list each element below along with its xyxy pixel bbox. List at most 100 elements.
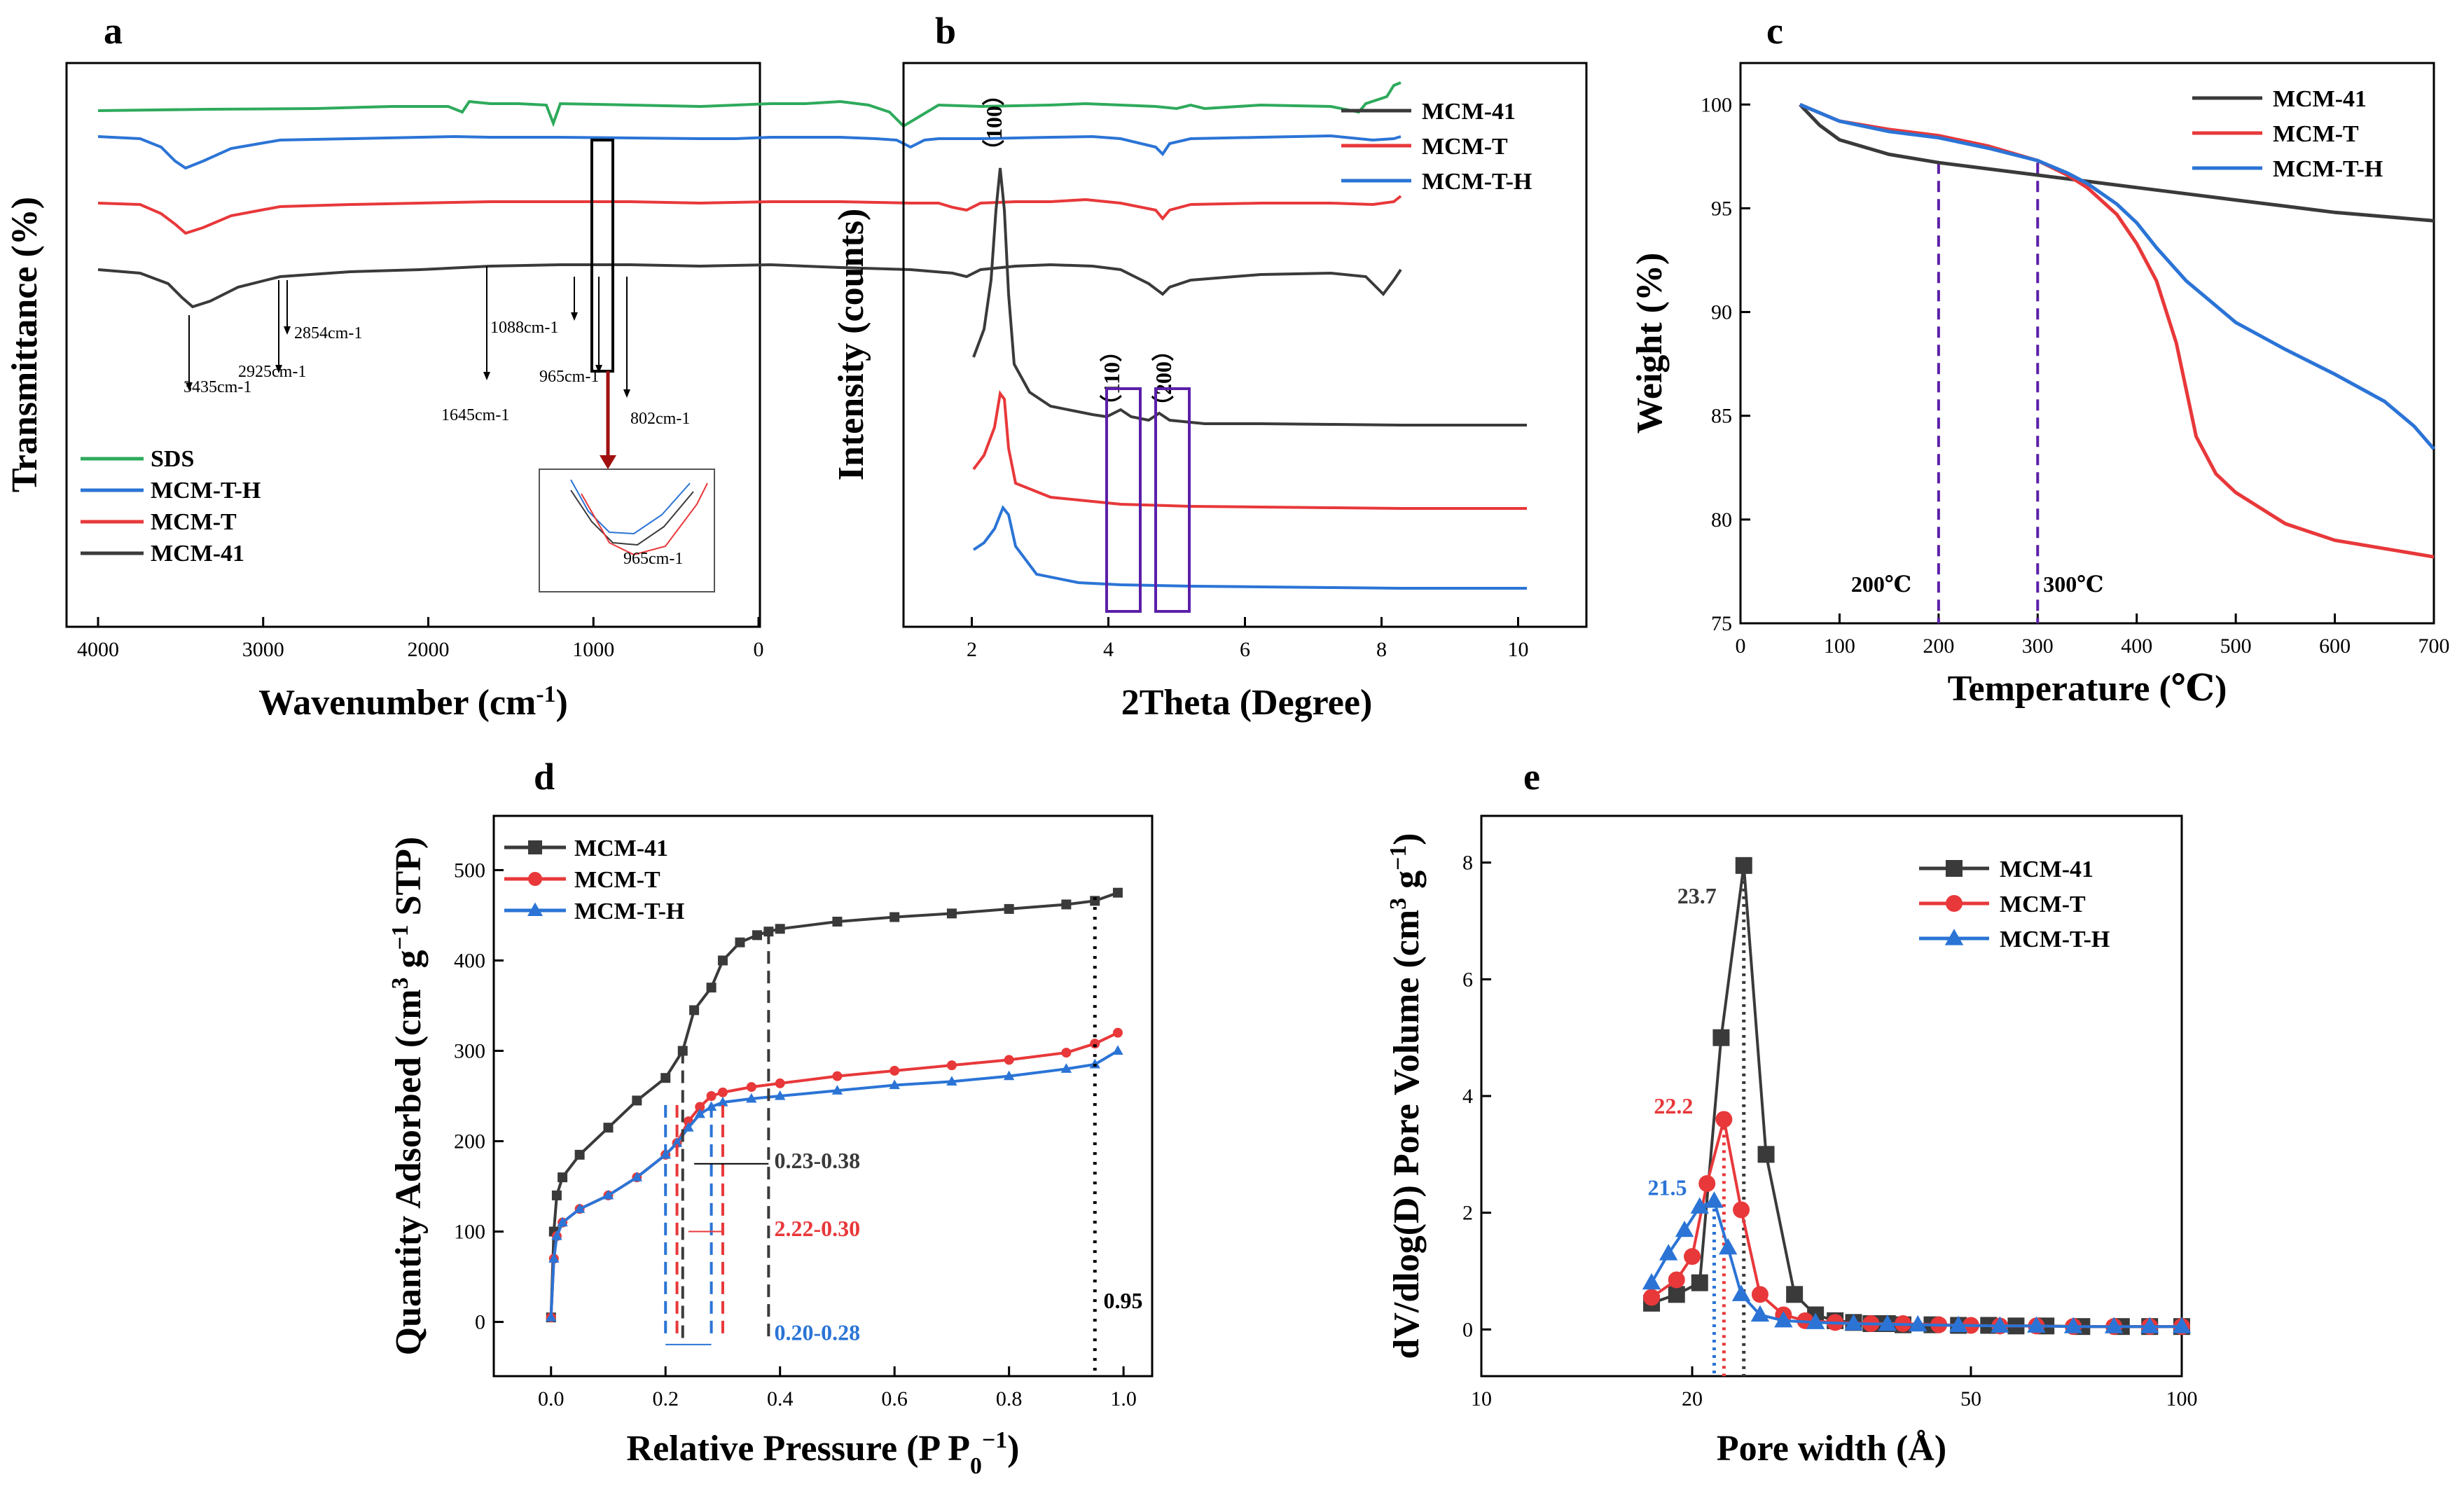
- panel-d-series-marker: [1112, 1045, 1123, 1055]
- panel-d-label: d: [534, 756, 555, 798]
- panel-b-y-axis-title: Intensity (counts): [831, 209, 871, 481]
- panel-d-series-marker: [890, 912, 900, 922]
- panel-d-y-tick-label: 200: [454, 1130, 485, 1153]
- panel-d: d: [492, 756, 1154, 1378]
- panel-d-series-marker: [746, 1093, 757, 1103]
- panel-e-legend-marker: [1946, 860, 1963, 877]
- panel-c-x-tick-label: 500: [2220, 634, 2252, 658]
- ftir-sds-line: [97, 81, 1401, 128]
- panel-e-peak-label-mcm-t-h: 21.5: [1647, 1175, 1687, 1200]
- panel-d-y-tick-label: 500: [454, 859, 485, 882]
- panel-e-x-tick-label: 20: [1682, 1387, 1703, 1410]
- panel-c-x-tick-label: 700: [2418, 634, 2450, 658]
- ftir-mcm-t-h-line: [97, 134, 1401, 170]
- panel-a-legend-label: SDS: [151, 446, 194, 472]
- panel-b-x-axis-title: 2Theta (Degree): [1121, 683, 1373, 723]
- panel-e-x-tick-label: 100: [2166, 1387, 2198, 1410]
- panel-d-y-tick-label: 400: [454, 949, 485, 972]
- panel-e-series-marker: [1786, 1286, 1804, 1303]
- panel-e-series-marker: [1675, 1220, 1694, 1237]
- panel-d-series-marker: [671, 1137, 683, 1147]
- panel-e-peak-label-mcm-41: 23.7: [1677, 883, 1717, 908]
- panel-e-series-marker: [1642, 1272, 1661, 1290]
- panel-e-series-marker: [1774, 1311, 1793, 1328]
- panel-d-legend-label: MCM-T-H: [574, 899, 684, 924]
- panel-b-x-tick-label: 4: [1103, 638, 1114, 661]
- panel-d-series-marker: [889, 1079, 900, 1090]
- panel-a-x-tick-label: 4000: [77, 638, 119, 661]
- panel-d-series-marker: [746, 1082, 756, 1093]
- panel-a-annotation-label: 1088cm-1: [490, 319, 558, 337]
- panel-e-series-marker: [1844, 1314, 1863, 1331]
- panel-e-series-mcm-t-line: [1650, 1118, 2182, 1329]
- panel-e-series-marker: [1705, 1191, 1724, 1208]
- panel-d-series-marker: [1061, 1048, 1072, 1058]
- panel-e-series-mcm-t-h-line: [1650, 1199, 2182, 1329]
- panel-c-frame: [1739, 62, 2435, 625]
- panel-e-series-marker: [2063, 1317, 2083, 1333]
- panel-c-x-tick-label: 200: [1923, 634, 1954, 658]
- panel-e-series-marker: [1668, 1271, 1685, 1289]
- panel-d-series-marker: [706, 1091, 717, 1101]
- panel-c-y-tick-label: 85: [1711, 405, 1732, 428]
- panel-c-x-tick-label: 0: [1736, 634, 1746, 658]
- panel-d-series-marker: [717, 955, 728, 966]
- panel-e-x-tick-label: 50: [1960, 1387, 1981, 1410]
- panel-e-series-marker: [1733, 1201, 1750, 1219]
- panel-e-legend-label: MCM-T-H: [2000, 927, 2110, 952]
- ftir-mcm-41-line: [97, 263, 1402, 309]
- panel-d-y-tick-label: 300: [454, 1039, 485, 1062]
- panel-e-legend-label: MCM-T: [2000, 892, 2086, 917]
- panel-a-inset-black-line: [570, 490, 694, 546]
- panel-a-highlight-box: [590, 139, 614, 373]
- panel-d-series-marker: [1089, 1058, 1100, 1069]
- panel-d-series-marker: [694, 1108, 705, 1118]
- panel-d-legend-label: MCM-41: [574, 835, 668, 861]
- panel-d-series-marker: [832, 916, 843, 927]
- panel-e-y-tick-label: 4: [1462, 1085, 1473, 1108]
- panel-d-series-marker: [831, 1085, 843, 1095]
- panel-d-series-marker: [775, 924, 785, 934]
- panel-d-range-label-mcm-t-h: 0.20-0.28: [775, 1319, 861, 1345]
- panel-a-inset-frame: [539, 469, 715, 592]
- panel-e-series-marker: [1684, 1248, 1701, 1265]
- panel-d-legend-marker: [528, 840, 542, 854]
- panel-b-peak-label: （100）: [981, 83, 1006, 162]
- panel-a-annotation-label: 1645cm-1: [441, 406, 509, 424]
- panel-d-series-marker: [548, 1253, 560, 1263]
- panel-e-y-axis-title: dV/dlog(D) Pore Volume (cm3 g−1): [1385, 833, 1427, 1359]
- panel-d-series-marker: [660, 1073, 671, 1083]
- panel-e-series-marker: [1757, 1146, 1775, 1163]
- panel-d-x-tick-label: 0.0: [538, 1387, 565, 1410]
- panel-e-series-marker: [1751, 1286, 1769, 1303]
- panel-a-legend-label: MCM-T-H: [151, 478, 261, 504]
- panel-e-legend-marker: [1944, 929, 1964, 945]
- panel-e-series-marker: [2172, 1317, 2192, 1333]
- panel-b-label: b: [935, 10, 956, 52]
- panel-c-series-mcm-t-h-line: [1799, 102, 2435, 450]
- panel-a-annotation-label: 965cm-1: [539, 368, 599, 386]
- panel-e-x-tick-label: 10: [1471, 1387, 1492, 1410]
- panel-e-series-marker: [1668, 1286, 1685, 1303]
- panel-d-series-marker: [1003, 1070, 1015, 1081]
- panel-b-x-tick-label: 2: [967, 638, 977, 661]
- panel-d-series-marker: [557, 1216, 568, 1227]
- panel-d-series-marker: [946, 1076, 957, 1086]
- panel-c-y-tick-label: 75: [1711, 612, 1732, 635]
- panel-c-y-tick-label: 90: [1711, 301, 1732, 324]
- panel-d-legend-marker: [528, 872, 542, 886]
- panel-e-series-marker: [1698, 1175, 1716, 1192]
- panel-a-x-tick-label: 0: [754, 638, 764, 661]
- panel-a-annotation-label: 802cm-1: [630, 410, 690, 428]
- panel-e-series-marker: [1991, 1316, 2009, 1333]
- panel-d-series-marker: [1112, 1027, 1123, 1038]
- panel-b-peak-box-110: [1105, 387, 1142, 613]
- panel-b-x-tick-label: 6: [1240, 638, 1250, 661]
- panel-a-annotation-arrowhead: [186, 382, 193, 391]
- panel-d-series-marker: [689, 1005, 700, 1015]
- xrd-mcm-t-h-line: [972, 505, 1527, 590]
- panel-d-series-marker: [1090, 896, 1100, 906]
- panel-d-pressure-label: 0.95: [1104, 1288, 1143, 1313]
- panel-e-series-marker: [2027, 1316, 2046, 1333]
